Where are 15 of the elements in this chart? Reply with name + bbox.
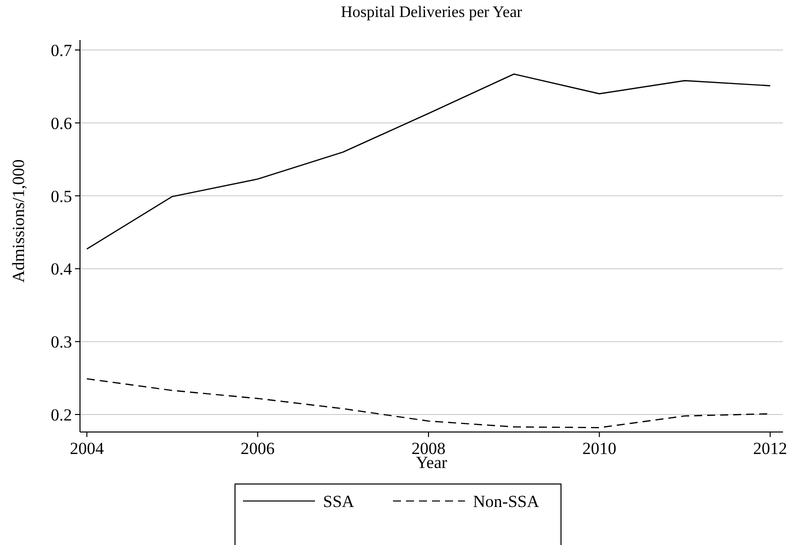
y-tick-label: 0.4 xyxy=(50,260,72,279)
y-tick-label: 0.5 xyxy=(50,186,72,206)
x-tick-label: 2006 xyxy=(240,439,275,458)
legend-label: Non-SSA xyxy=(473,492,540,511)
y-tick-label: 0.3 xyxy=(50,332,72,352)
y-axis-title: Admissions/1,000 xyxy=(9,159,28,283)
legend-label: SSA xyxy=(323,492,355,511)
x-tick-label: 2010 xyxy=(582,439,616,458)
chart-title: Hospital Deliveries per Year xyxy=(340,4,523,21)
x-tick-label: 2012 xyxy=(753,439,788,458)
y-tick-label: 0.6 xyxy=(50,114,72,133)
x-tick-label: 2004 xyxy=(70,439,104,458)
y-tick-label: 0.2 xyxy=(50,405,72,424)
line-series xyxy=(86,73,771,250)
y-tick-label: 0.7 xyxy=(50,40,72,60)
